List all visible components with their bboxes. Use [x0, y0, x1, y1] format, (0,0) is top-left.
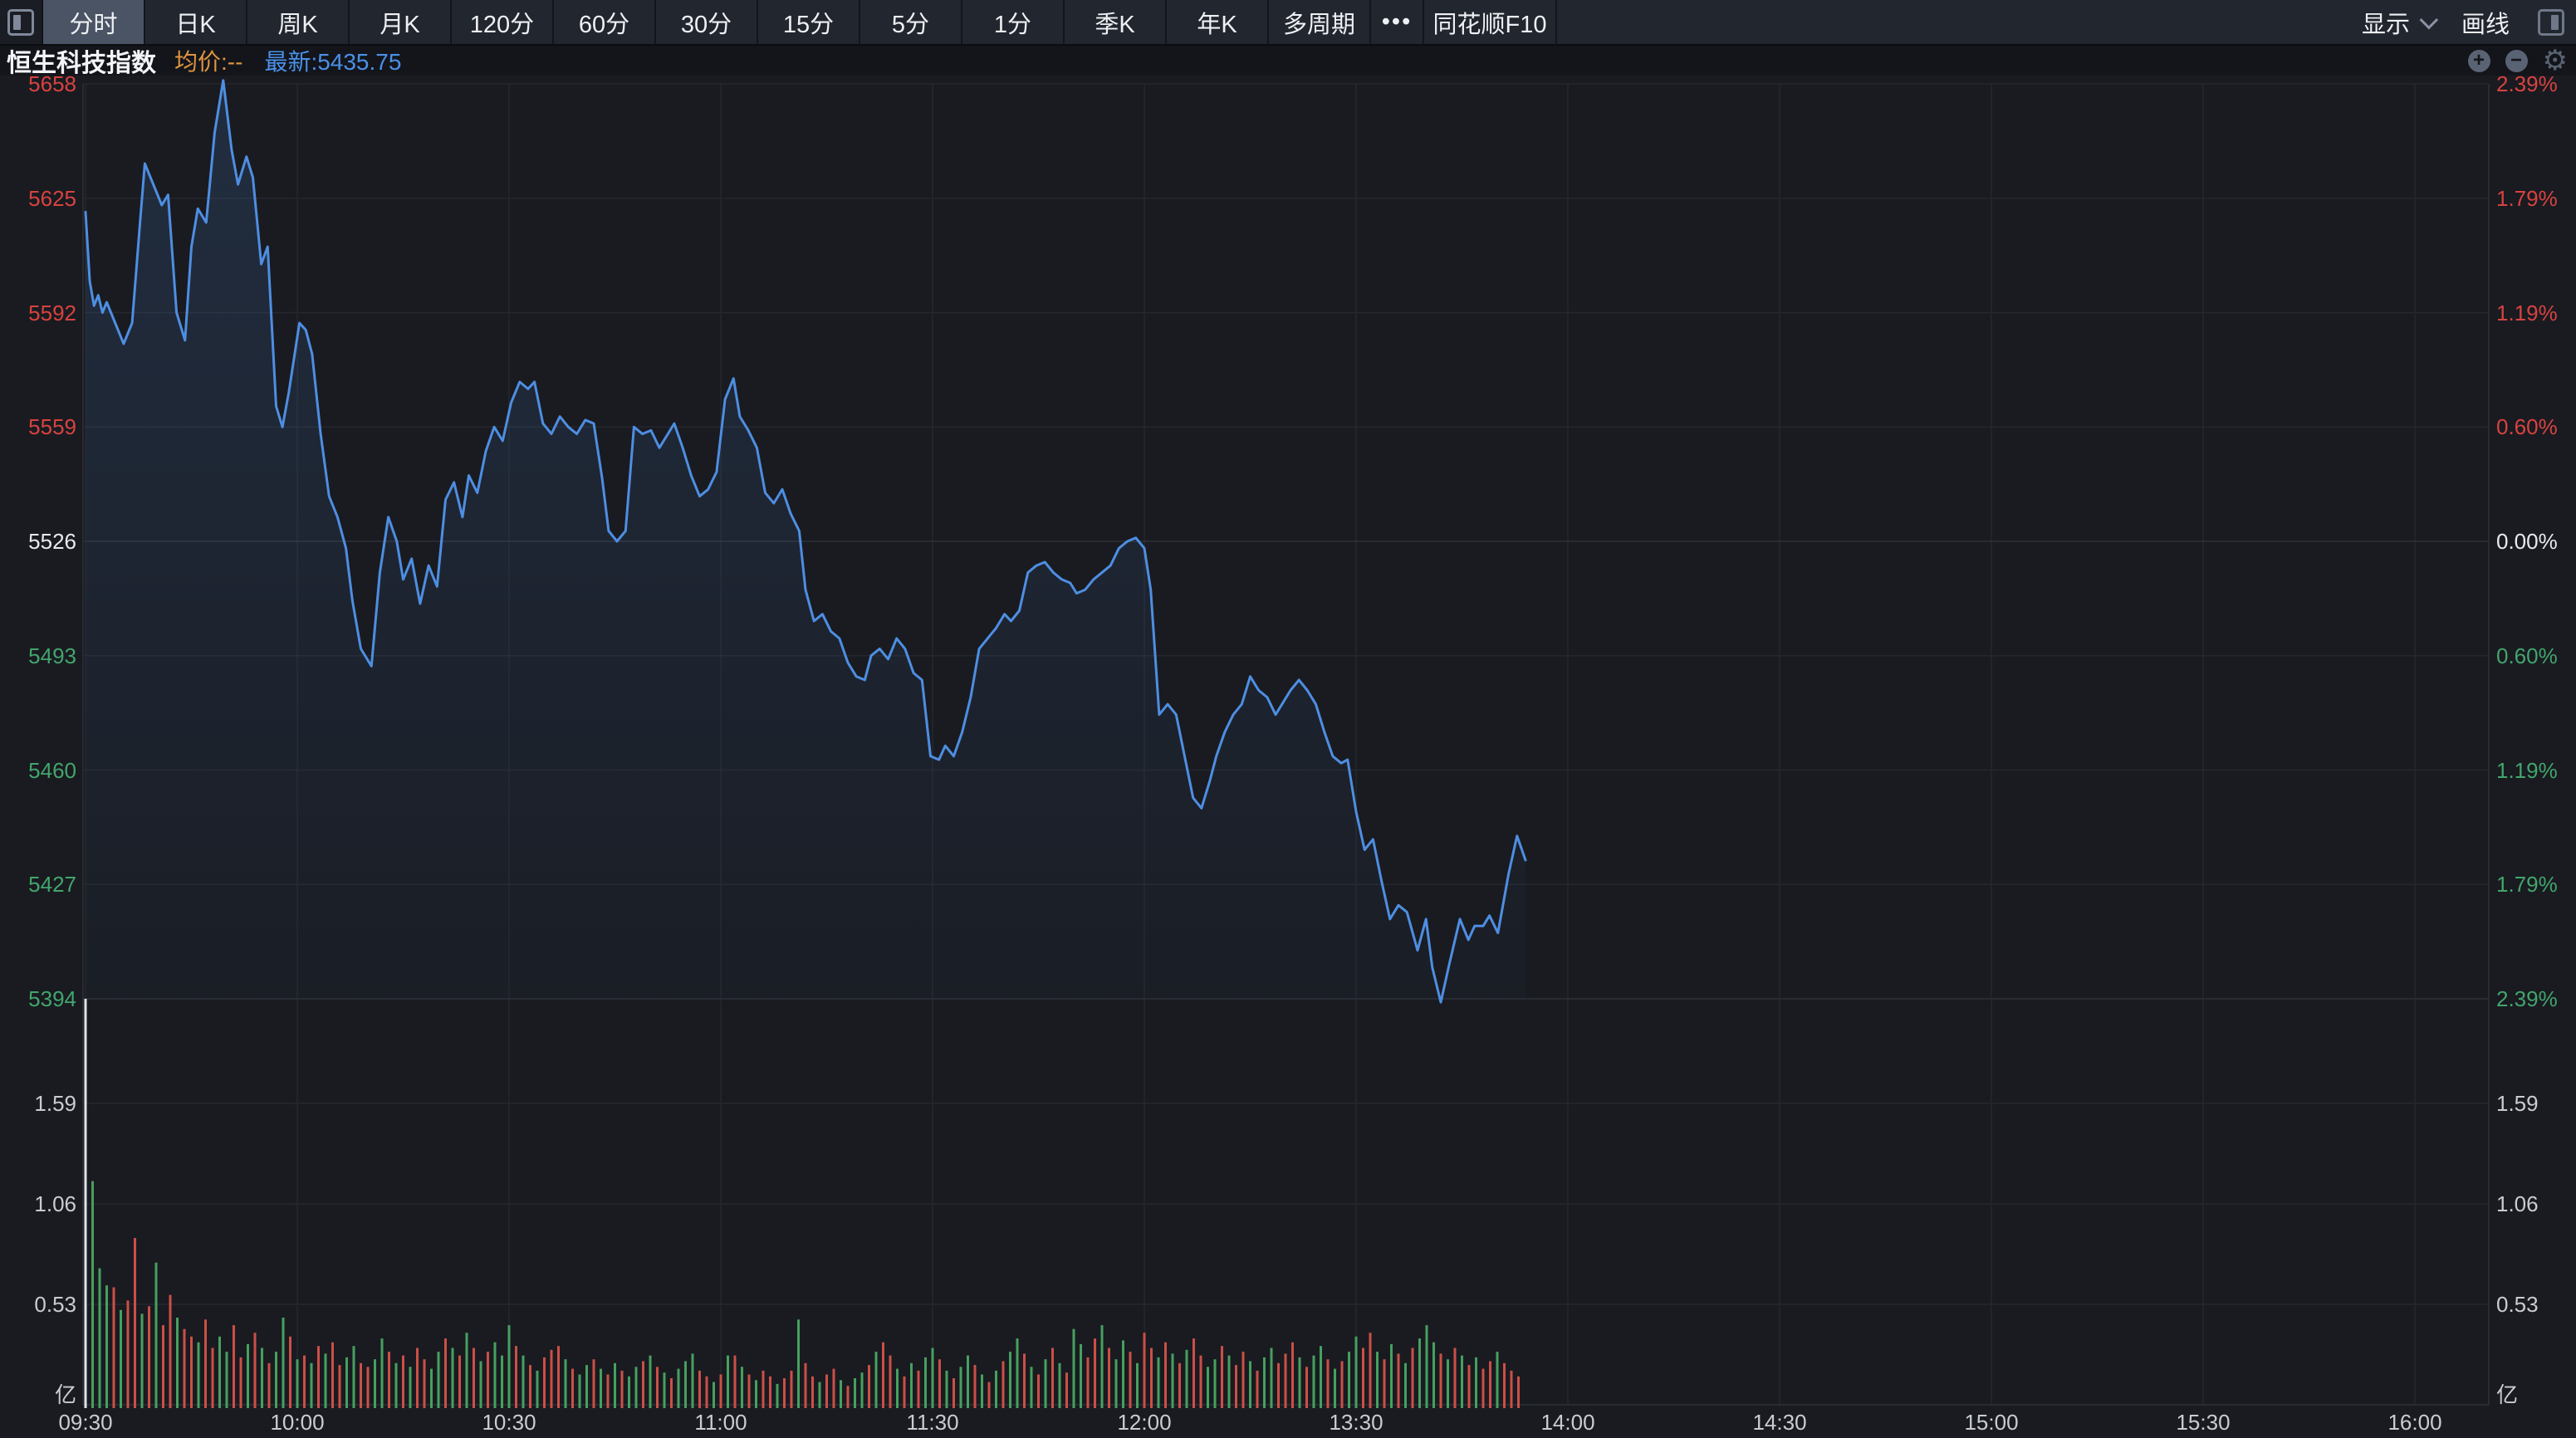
period-tab-3[interactable]: 月K: [350, 0, 452, 44]
percent-axis-label: 1.79%: [2496, 872, 2558, 898]
display-menu-label: 显示: [2361, 11, 2410, 38]
price-axis-label: 5559: [28, 414, 76, 440]
time-axis-label: 12:00: [1117, 1410, 1172, 1435]
period-tabs: 分时 日K 周K 月K 120分 60分 30分 15分 5分 1分 季K 年K 多周期 ••• 同花顺F1…: [43, 0, 1557, 44]
price-axis-label: 5658: [28, 71, 76, 96]
volume-axis-label-right: 1.59: [2496, 1091, 2539, 1116]
period-tab-1[interactable]: 日K: [145, 0, 247, 44]
period-tab-14[interactable]: 同花顺F10: [1424, 0, 1557, 44]
percent-axis-label: 1.19%: [2496, 757, 2558, 783]
period-tab-7[interactable]: 15分: [758, 0, 860, 44]
toolbar-right-group: 显示 画线: [2362, 0, 2576, 44]
chevron-down-icon: [2419, 10, 2439, 29]
average-price-label: 均价:--: [174, 49, 243, 75]
period-tab-12[interactable]: 多周期: [1269, 0, 1371, 44]
price-axis-label: 5460: [28, 757, 76, 783]
latest-price-label: 最新:5435.75: [264, 49, 402, 75]
period-tab-13[interactable]: •••: [1371, 0, 1424, 44]
period-tab-8[interactable]: 5分: [860, 0, 962, 44]
volume-axis-label-left: 0.53: [34, 1292, 76, 1317]
percent-axis-label: 1.79%: [2496, 185, 2558, 211]
price-axis-label: 5493: [28, 643, 76, 668]
instrument-name: 恒生科技指数: [7, 50, 156, 77]
display-menu-button[interactable]: 显示: [2361, 5, 2439, 40]
percent-axis-label: 2.39%: [2496, 986, 2558, 1011]
time-axis-label: 11:30: [906, 1410, 959, 1435]
zoom-out-icon[interactable]: −: [2505, 49, 2528, 72]
panel-left-toggle[interactable]: [0, 0, 43, 44]
volume-unit-label-right: 亿: [2496, 1382, 2519, 1407]
time-axis-label: 09:30: [58, 1410, 113, 1435]
price-axis-label: 5526: [28, 529, 76, 554]
period-toolbar: 分时 日K 周K 月K 120分 60分 30分 15分 5分 1分 季K 年K 多周期 ••• 同花顺F1…: [0, 0, 2576, 46]
volume-axis-label-left: 1.06: [34, 1191, 76, 1216]
time-axis-label: 10:00: [270, 1410, 325, 1435]
price-axis-label: 5394: [28, 986, 76, 1011]
time-axis-label: 15:00: [1964, 1410, 2019, 1435]
period-tab-0[interactable]: 分时: [43, 0, 145, 44]
time-axis-label: 10:30: [482, 1410, 536, 1435]
percent-axis-label: 0.60%: [2496, 414, 2558, 440]
gear-icon[interactable]: ⚙: [2542, 45, 2568, 76]
volume-axis-label-right: 1.06: [2496, 1191, 2539, 1216]
time-axis-label: 14:00: [1540, 1410, 1595, 1435]
price-axis-label: 5625: [28, 185, 76, 211]
time-axis-label: 14:30: [1752, 1410, 1807, 1435]
panel-right-icon[interactable]: [2538, 8, 2564, 36]
panel-left-icon: [7, 8, 34, 36]
percent-axis-label: 2.39%: [2496, 71, 2558, 96]
time-axis-label: 13:30: [1329, 1410, 1383, 1435]
quote-header: 恒生科技指数 均价:-- 最新:5435.75 + − ⚙: [0, 45, 2576, 77]
period-tab-6[interactable]: 30分: [656, 0, 758, 44]
percent-axis-label: 1.19%: [2496, 300, 2558, 325]
time-axis-label: 16:00: [2387, 1410, 2442, 1435]
time-axis-label: 11:00: [694, 1410, 747, 1435]
zoom-in-icon[interactable]: +: [2467, 49, 2490, 72]
period-tab-11[interactable]: 年K: [1167, 0, 1269, 44]
period-tab-4[interactable]: 120分: [452, 0, 554, 44]
period-tab-5[interactable]: 60分: [554, 0, 656, 44]
time-axis-label: 15:30: [2176, 1410, 2231, 1435]
period-tab-9[interactable]: 1分: [962, 0, 1065, 44]
chart-tool-icons: + − ⚙: [2467, 45, 2568, 76]
draw-line-button[interactable]: 画线: [2461, 11, 2510, 38]
volume-axis-label-left: 1.59: [34, 1091, 76, 1116]
percent-axis-label: 0.60%: [2496, 643, 2558, 668]
percent-axis-label: 0.00%: [2496, 529, 2558, 554]
period-tab-2[interactable]: 周K: [247, 0, 350, 44]
price-axis-label: 5592: [28, 300, 76, 325]
volume-axis-label-right: 0.53: [2496, 1292, 2539, 1317]
price-axis-label: 5427: [28, 872, 76, 898]
volume-unit-label-left: 亿: [54, 1382, 76, 1407]
period-tab-10[interactable]: 季K: [1065, 0, 1167, 44]
